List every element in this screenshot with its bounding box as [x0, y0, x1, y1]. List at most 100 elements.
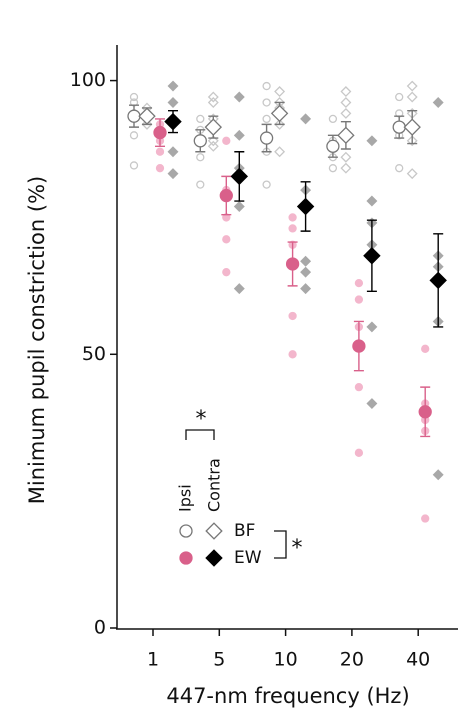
- y-tick-label: 100: [70, 69, 106, 91]
- data-point: [421, 514, 430, 523]
- data-point: [406, 168, 418, 180]
- data-point: [432, 469, 444, 481]
- legend-marker: [205, 549, 223, 567]
- data-point: [141, 118, 153, 130]
- legend-row: EW: [234, 548, 262, 568]
- mean-marker: [418, 405, 432, 419]
- significance: *: [292, 536, 303, 561]
- mean-marker: [138, 107, 156, 125]
- data-point: [222, 136, 231, 145]
- legend-marker: [179, 524, 193, 538]
- data-point: [328, 164, 338, 173]
- data-point: [366, 135, 378, 147]
- x-tick-label: 20: [340, 649, 364, 671]
- mean-marker: [127, 109, 141, 123]
- data-point: [262, 180, 271, 189]
- significance-bracket: [185, 429, 215, 440]
- mean-marker: [193, 134, 207, 148]
- significance: *: [196, 407, 207, 432]
- data-point: [395, 92, 404, 102]
- data-point: [207, 91, 219, 103]
- data-point: [288, 224, 297, 233]
- data-point: [196, 114, 205, 124]
- data-point: [233, 201, 245, 212]
- data-point: [366, 398, 378, 410]
- mean-marker: [326, 139, 340, 153]
- data-point: [366, 321, 378, 333]
- data-point: [340, 151, 352, 163]
- data-point: [167, 97, 179, 108]
- y-tick-label: 50: [82, 343, 106, 365]
- data-point: [274, 146, 286, 158]
- mean-marker: [164, 112, 182, 131]
- data-point: [406, 80, 418, 92]
- data-point: [207, 97, 219, 108]
- data-point: [233, 129, 245, 141]
- data-point: [288, 350, 297, 359]
- data-point: [395, 164, 404, 173]
- data-point: [207, 135, 219, 147]
- data-point: [167, 146, 179, 158]
- mean-marker: [270, 104, 289, 123]
- data-point: [222, 268, 231, 277]
- data-point: [288, 311, 297, 321]
- data-point: [421, 344, 430, 353]
- mean-marker: [285, 257, 300, 271]
- y-axis-label: Minimum pupil constriction (%): [25, 176, 49, 504]
- data-point: [167, 80, 179, 92]
- data-point: [167, 168, 179, 180]
- data-point: [300, 113, 312, 125]
- data-point: [340, 97, 352, 108]
- data-point: [155, 147, 165, 156]
- mean-marker: [153, 125, 167, 140]
- mean-marker: [363, 247, 381, 265]
- x-tick-label: 5: [213, 649, 225, 671]
- data-point: [129, 131, 139, 140]
- legend-marker: [205, 522, 223, 540]
- data-point: [340, 107, 352, 119]
- data-point: [354, 295, 364, 304]
- y-tick-label: 0: [94, 617, 106, 639]
- data-point: [262, 114, 271, 124]
- data-point: [300, 266, 312, 278]
- data-point: [432, 97, 444, 108]
- data-point: [222, 235, 231, 244]
- legend-marker: [179, 551, 193, 565]
- mean-marker: [352, 339, 366, 353]
- data-point: [406, 135, 418, 147]
- x-axis-label: 447-nm frequency (Hz): [166, 684, 409, 708]
- data-point: [233, 91, 245, 103]
- mean-marker: [259, 131, 274, 145]
- mean-marker: [337, 126, 355, 145]
- data-point: [300, 255, 312, 267]
- legend-column: Ipsi: [176, 484, 195, 512]
- data-point: [340, 162, 352, 174]
- mean-marker: [392, 120, 406, 134]
- data-point: [262, 81, 271, 91]
- data-point: [262, 98, 271, 107]
- data-point: [129, 161, 139, 170]
- data-point: [129, 92, 139, 102]
- data-point: [274, 118, 286, 130]
- data-point: [354, 382, 364, 392]
- data-point: [340, 86, 352, 97]
- data-point: [196, 180, 205, 189]
- mean-marker: [230, 167, 249, 186]
- data-point: [155, 164, 165, 173]
- data-point: [354, 448, 364, 457]
- data-point: [300, 283, 312, 295]
- significance-bracket: [274, 530, 287, 559]
- data-point: [233, 283, 245, 295]
- data-point: [328, 114, 338, 124]
- mean-marker: [219, 188, 233, 203]
- x-tick-label: 40: [406, 649, 430, 671]
- legend-column: Contra: [205, 458, 224, 512]
- x-tick-label: 1: [147, 649, 159, 671]
- legend-row: BF: [234, 521, 255, 541]
- data-point: [274, 86, 286, 97]
- data-point: [354, 278, 364, 288]
- mean-marker: [204, 118, 223, 136]
- data-point: [406, 91, 418, 103]
- x-tick-label: 10: [274, 649, 298, 671]
